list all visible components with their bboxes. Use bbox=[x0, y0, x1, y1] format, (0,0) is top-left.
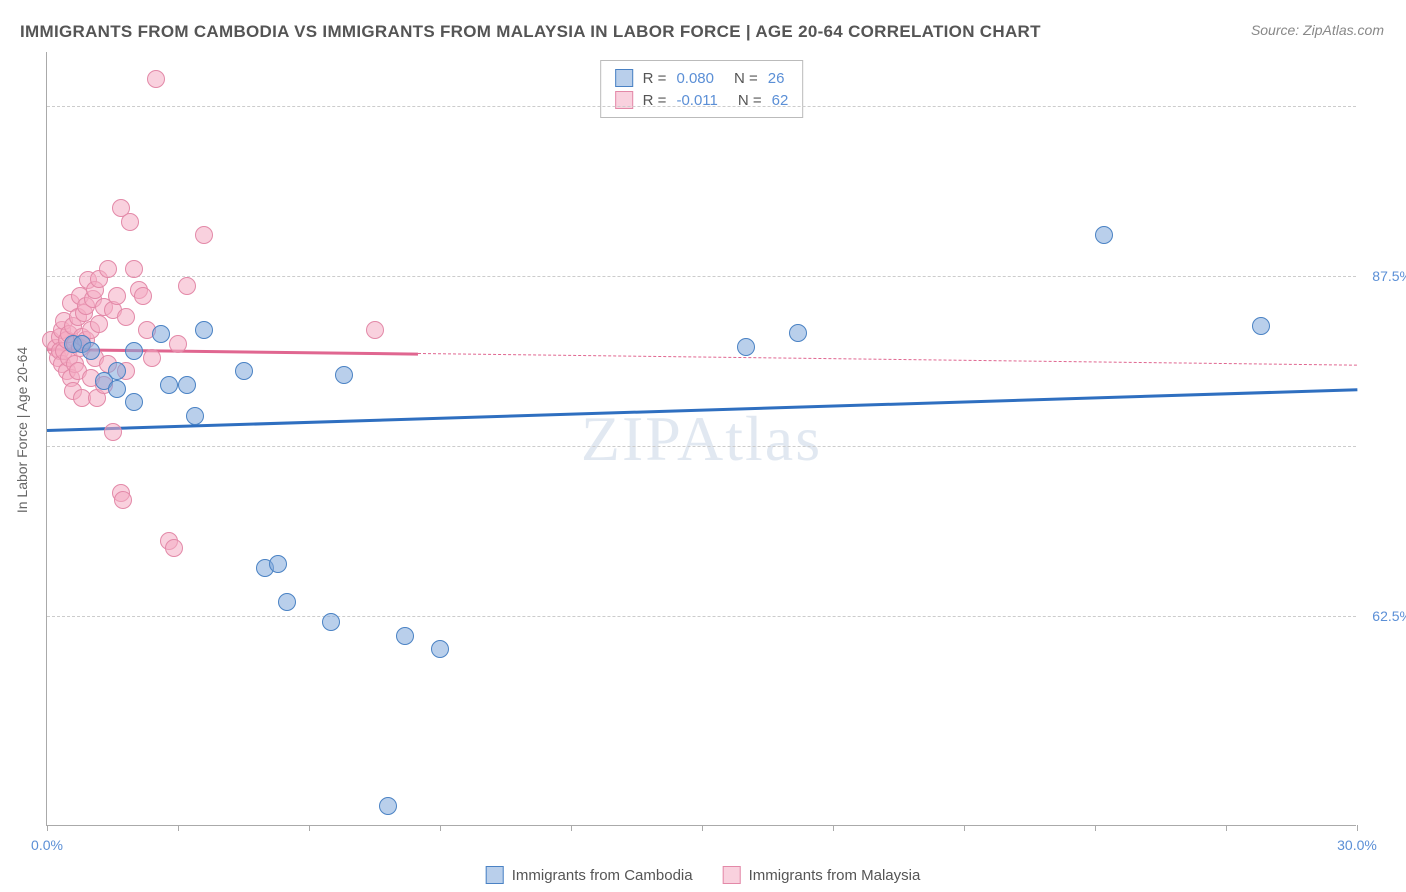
data-point bbox=[90, 315, 108, 333]
source-label: Source: ZipAtlas.com bbox=[1251, 22, 1384, 38]
data-point bbox=[269, 555, 287, 573]
x-tick bbox=[178, 825, 179, 831]
correlation-chart: IMMIGRANTS FROM CAMBODIA VS IMMIGRANTS F… bbox=[0, 0, 1406, 892]
trend-line bbox=[47, 389, 1357, 432]
gridline bbox=[47, 106, 1356, 107]
x-tick bbox=[440, 825, 441, 831]
data-point bbox=[108, 380, 126, 398]
data-point bbox=[737, 338, 755, 356]
data-point bbox=[186, 407, 204, 425]
x-tick bbox=[309, 825, 310, 831]
trend-line bbox=[418, 353, 1357, 366]
data-point bbox=[396, 627, 414, 645]
data-point bbox=[104, 423, 122, 441]
data-point bbox=[366, 321, 384, 339]
y-axis-label: In Labor Force | Age 20-64 bbox=[14, 347, 30, 513]
data-point bbox=[160, 376, 178, 394]
legend-label: Immigrants from Cambodia bbox=[512, 867, 693, 884]
legend-label: Immigrants from Malaysia bbox=[749, 867, 921, 884]
x-tick bbox=[833, 825, 834, 831]
legend-row-malaysia: R = -0.011 N = 62 bbox=[615, 89, 789, 111]
x-tick-label: 30.0% bbox=[1337, 837, 1377, 853]
plot-area: ZIPAtlas R = 0.080 N = 26 R = -0.011 N =… bbox=[46, 52, 1356, 826]
data-point bbox=[143, 349, 161, 367]
data-point bbox=[278, 593, 296, 611]
data-point bbox=[322, 613, 340, 631]
data-point bbox=[235, 362, 253, 380]
data-point bbox=[82, 342, 100, 360]
x-tick bbox=[1357, 825, 1358, 831]
data-point bbox=[125, 393, 143, 411]
data-point bbox=[1252, 317, 1270, 335]
data-point bbox=[789, 324, 807, 342]
gridline bbox=[47, 616, 1356, 617]
legend-item-cambodia: Immigrants from Cambodia bbox=[486, 866, 693, 884]
data-point bbox=[165, 539, 183, 557]
data-point bbox=[152, 325, 170, 343]
data-point bbox=[195, 226, 213, 244]
data-point bbox=[1095, 226, 1113, 244]
n-label: N = bbox=[734, 70, 758, 87]
x-tick bbox=[1095, 825, 1096, 831]
correlation-legend: R = 0.080 N = 26 R = -0.011 N = 62 bbox=[600, 60, 804, 118]
data-point bbox=[125, 260, 143, 278]
data-point bbox=[147, 70, 165, 88]
data-point bbox=[431, 640, 449, 658]
legend-item-malaysia: Immigrants from Malaysia bbox=[723, 866, 921, 884]
legend-row-cambodia: R = 0.080 N = 26 bbox=[615, 67, 789, 89]
n-value-cambodia: 26 bbox=[768, 70, 785, 87]
data-point bbox=[108, 362, 126, 380]
gridline bbox=[47, 276, 1356, 277]
x-tick bbox=[964, 825, 965, 831]
data-point bbox=[335, 366, 353, 384]
data-point bbox=[117, 308, 135, 326]
x-tick bbox=[47, 825, 48, 831]
x-tick bbox=[571, 825, 572, 831]
data-point bbox=[121, 213, 139, 231]
x-tick-label: 0.0% bbox=[31, 837, 63, 853]
r-label: R = bbox=[643, 70, 667, 87]
y-tick-label: 62.5% bbox=[1372, 608, 1406, 624]
data-point bbox=[178, 277, 196, 295]
data-point bbox=[169, 335, 187, 353]
gridline bbox=[47, 446, 1356, 447]
data-point bbox=[379, 797, 397, 815]
data-point bbox=[99, 260, 117, 278]
swatch-blue-icon bbox=[615, 69, 633, 87]
data-point bbox=[125, 342, 143, 360]
data-point bbox=[134, 287, 152, 305]
swatch-pink-icon bbox=[723, 866, 741, 884]
swatch-blue-icon bbox=[486, 866, 504, 884]
r-value-cambodia: 0.080 bbox=[676, 70, 714, 87]
data-point bbox=[178, 376, 196, 394]
x-tick bbox=[1226, 825, 1227, 831]
data-point bbox=[195, 321, 213, 339]
data-point bbox=[114, 491, 132, 509]
chart-title: IMMIGRANTS FROM CAMBODIA VS IMMIGRANTS F… bbox=[20, 22, 1041, 42]
legend-bottom: Immigrants from Cambodia Immigrants from… bbox=[486, 866, 921, 884]
x-tick bbox=[702, 825, 703, 831]
data-point bbox=[108, 287, 126, 305]
y-tick-label: 87.5% bbox=[1372, 268, 1406, 284]
